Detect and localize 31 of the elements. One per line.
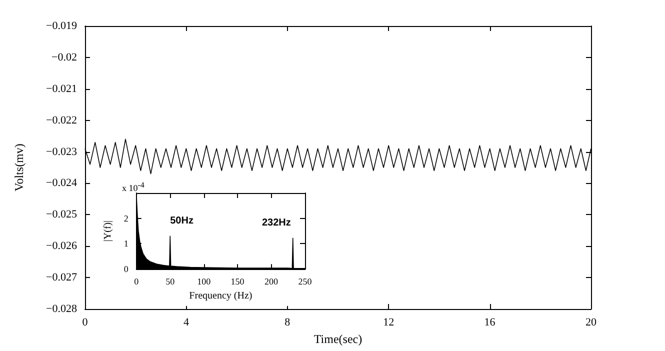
y-tick-label: −0.02 bbox=[52, 51, 77, 64]
x-tick-label: 0 bbox=[82, 316, 88, 328]
y-tick-label: 2 bbox=[124, 213, 128, 224]
x-tick-label: 12 bbox=[383, 316, 394, 328]
y-axis-title: Volts(mv) bbox=[12, 144, 26, 192]
y-tick-label: −0.028 bbox=[46, 303, 78, 315]
x-tick-label: 20 bbox=[586, 316, 597, 328]
y-tick-label: −0.022 bbox=[46, 114, 77, 126]
y-tick-label: −0.026 bbox=[46, 240, 78, 252]
y-axis-title: |Y(f)| bbox=[102, 220, 114, 242]
x-tick-label: 150 bbox=[230, 276, 245, 287]
y-tick-label: 1 bbox=[124, 238, 128, 249]
x-axis-title: Frequency (Hz) bbox=[189, 290, 252, 302]
y-tick-label: −0.023 bbox=[46, 146, 78, 158]
x-tick-label: 8 bbox=[284, 316, 291, 328]
y-tick-label: −0.021 bbox=[46, 82, 77, 95]
x-axis-title: Time(sec) bbox=[314, 332, 362, 346]
x-tick-label: 50 bbox=[166, 276, 176, 287]
annotation: 50Hz bbox=[170, 216, 194, 227]
annotation: 232Hz bbox=[262, 218, 291, 229]
x-tick-label: 16 bbox=[484, 316, 496, 328]
x-tick-label: 250 bbox=[298, 276, 312, 287]
y-tick-label: −0.025 bbox=[46, 208, 78, 221]
y-tick-label: −0.024 bbox=[46, 177, 78, 190]
x-tick-label: 100 bbox=[197, 276, 212, 287]
y-tick-label: −0.027 bbox=[46, 272, 78, 284]
y-tick-label: 0 bbox=[124, 264, 129, 274]
x-tick-label: 200 bbox=[264, 276, 279, 287]
x-tick-label: 0 bbox=[134, 276, 140, 287]
y-tick-label: −0.019 bbox=[46, 20, 78, 32]
x-tick-label: 4 bbox=[183, 316, 190, 328]
